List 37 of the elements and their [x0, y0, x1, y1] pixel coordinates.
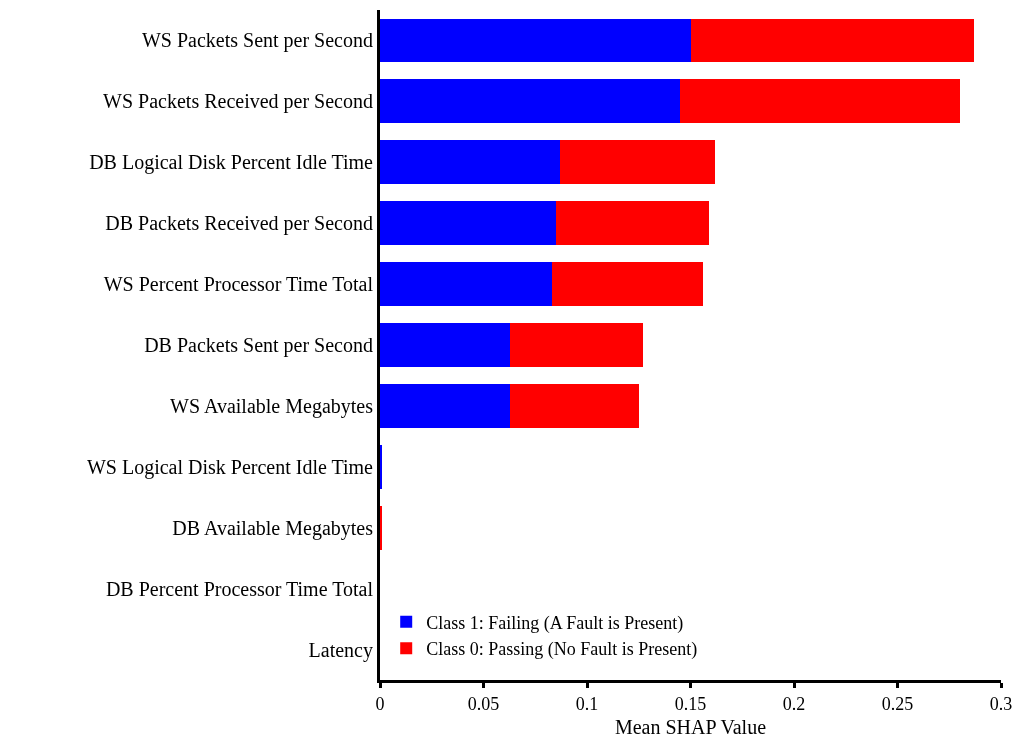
bar — [380, 262, 552, 307]
x-tick-label: 0.05 — [467, 693, 500, 714]
y-tick-label: WS Available Megabytes — [170, 394, 374, 418]
bar — [680, 79, 960, 124]
bar — [510, 383, 639, 428]
y-tick-label: DB Logical Disk Percent Idle Time — [89, 151, 374, 175]
x-tick-label: 0.25 — [881, 693, 914, 714]
x-axis-title: Mean SHAP Value — [614, 716, 767, 739]
y-tick-label: DB Packets Received per Second — [105, 212, 373, 236]
y-tick-label: DB Percent Processor Time Total — [105, 577, 374, 600]
bar — [380, 79, 681, 124]
bar — [510, 323, 643, 367]
bar — [380, 505, 383, 550]
x-tick-label: 0.2 — [782, 693, 806, 714]
y-tick-label: WS Percent Processor Time Total — [103, 273, 374, 296]
y-tick-label: Latency — [308, 638, 373, 662]
bar — [380, 444, 383, 489]
bar — [380, 201, 556, 246]
y-tick-label: WS Packets Sent per Second — [141, 29, 373, 53]
x-tick-label: 0.1 — [575, 693, 599, 714]
bar — [560, 140, 716, 185]
bar — [380, 18, 691, 63]
x-tick-label: 0 — [375, 693, 385, 714]
y-tick-label: WS Packets Received per Second — [103, 90, 373, 114]
bar — [380, 323, 511, 367]
x-tick-label: 0.3 — [989, 693, 1013, 714]
y-tick-label: WS Logical Disk Percent Idle Time — [86, 455, 374, 479]
bar — [555, 201, 710, 246]
bar — [380, 383, 511, 428]
y-tick-label: DB Packets Sent per Second — [144, 334, 373, 357]
bar — [551, 262, 703, 307]
bar — [690, 18, 975, 63]
bar — [380, 140, 561, 185]
legend-label: Class 0: Passing (No Fault is Present) — [426, 639, 698, 661]
y-tick-label: DB Available Megabytes — [172, 516, 374, 540]
legend-label: Class 1: Failing (A Fault is Present) — [426, 612, 684, 634]
x-tick-label: 0.15 — [674, 693, 707, 714]
